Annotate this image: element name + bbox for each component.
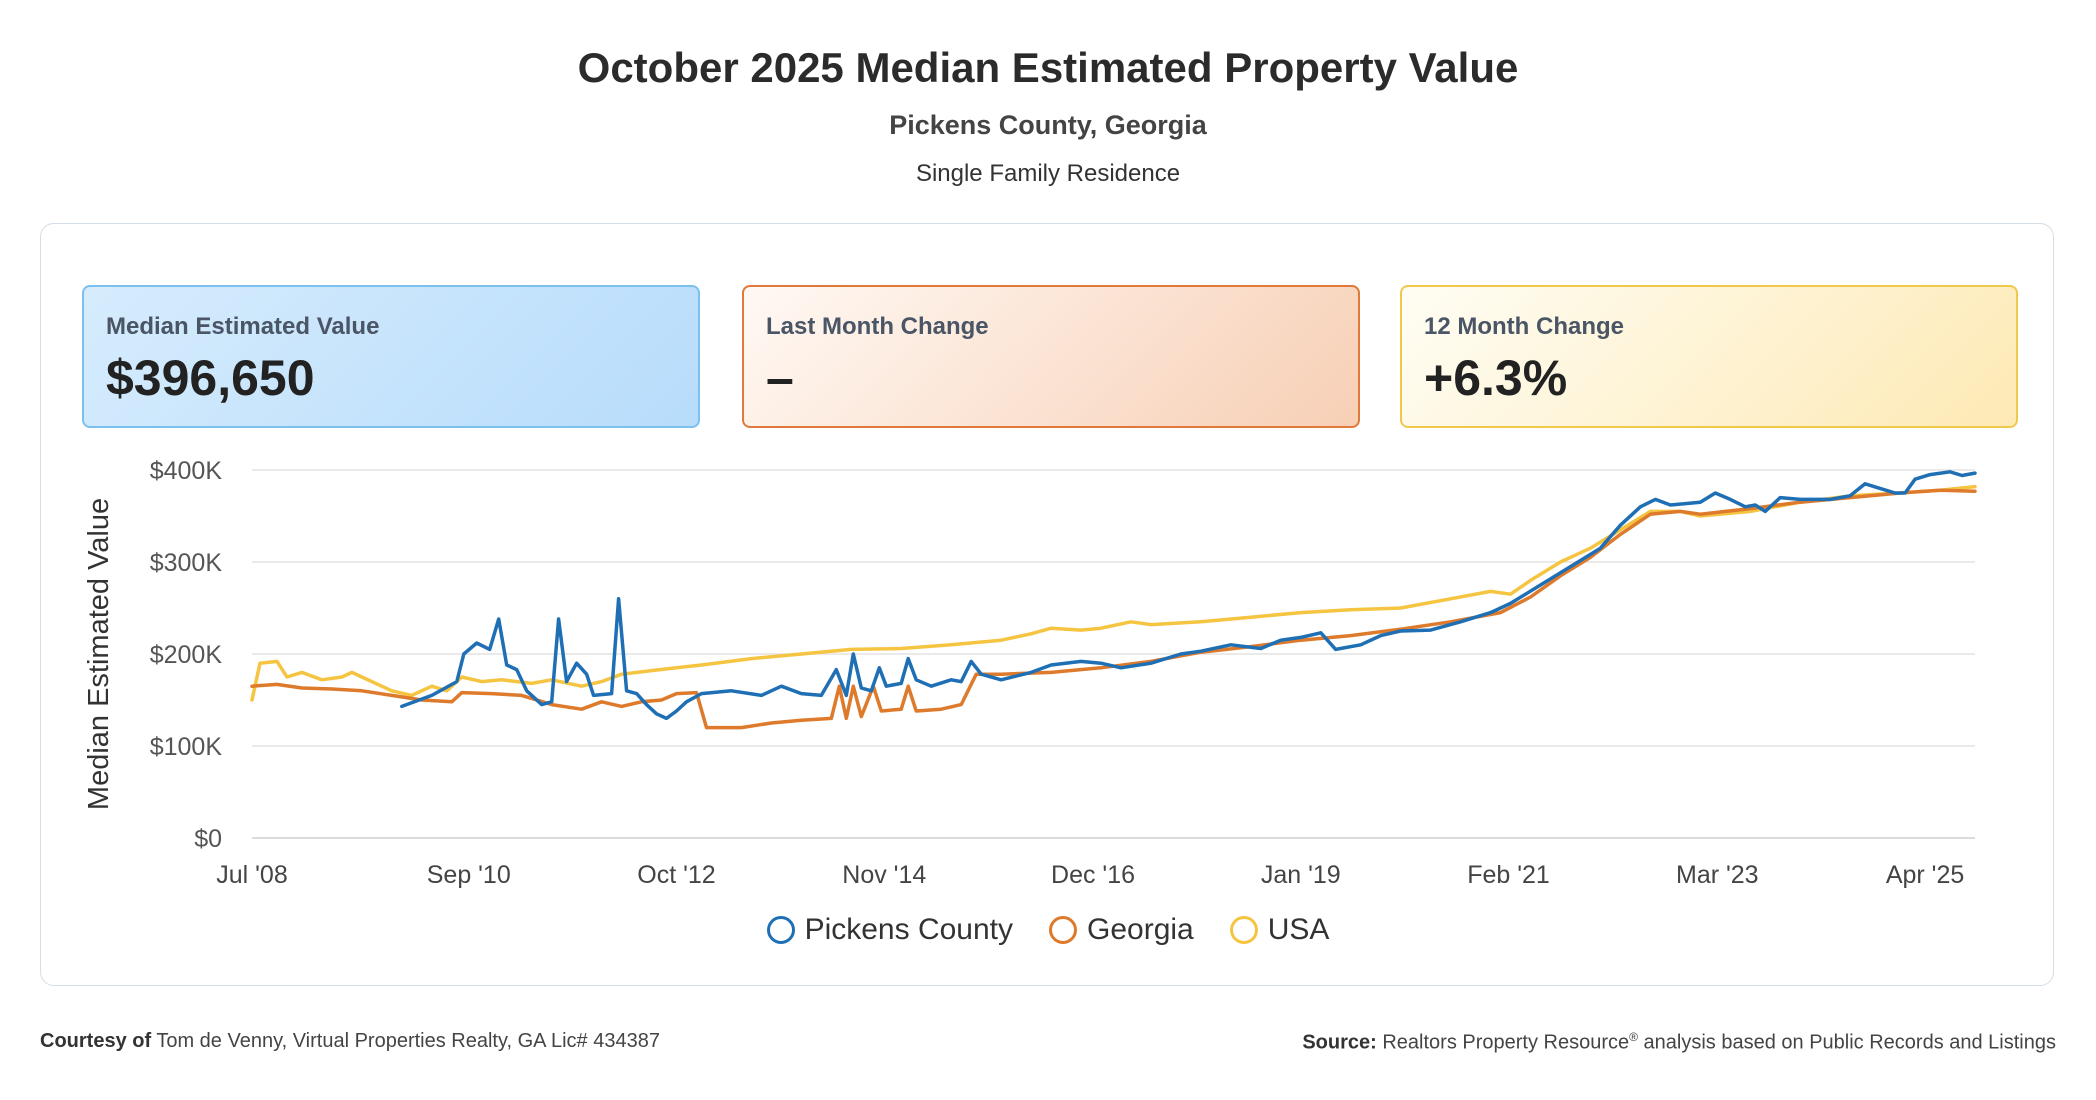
x-tick-label: Nov '14 — [842, 861, 926, 889]
x-tick-label: Apr '25 — [1886, 861, 1964, 889]
legend-swatch-georgia — [1049, 916, 1077, 944]
x-tick-label: Mar '23 — [1676, 861, 1759, 889]
x-tick-label: Jan '19 — [1261, 861, 1341, 889]
series-line-georgia — [250, 488, 1977, 730]
x-tick-label: Oct '12 — [637, 861, 715, 889]
chart-panel — [40, 223, 2054, 986]
courtesy-label: Courtesy of — [40, 1030, 152, 1052]
x-tick-label: Sep '10 — [427, 861, 511, 889]
x-tick-label: Jul '08 — [216, 861, 287, 889]
source-text-2: analysis based on Public Records and Lis… — [1637, 1031, 2056, 1054]
y-tick-label: $400K — [150, 457, 223, 485]
y-tick-label: $300K — [150, 549, 223, 577]
twelve-month-change-card: 12 Month Change +6.3% — [1400, 285, 2018, 428]
legend-swatch-pickens-county — [766, 916, 795, 944]
location-subtitle: Pickens County, Georgia — [889, 110, 1207, 140]
y-tick-label: $0 — [194, 825, 222, 853]
x-tick-label: Feb '21 — [1467, 861, 1550, 889]
legend-item-usa[interactable]: USA — [1229, 913, 1330, 947]
legend-label-pickens-county: Pickens County — [804, 913, 1013, 946]
page-title: October 2025 Median Estimated Property V… — [577, 44, 1519, 91]
source-footer: Source: Realtors Property Resource® anal… — [1302, 1030, 2056, 1055]
legend-swatch-usa — [1229, 916, 1258, 944]
property-type-label: Single Family Residence — [915, 160, 1181, 187]
median-value: $396,650 — [106, 350, 315, 406]
courtesy-text: Tom de Venny, Virtual Properties Realty,… — [156, 1030, 660, 1052]
series-line-pickens-county — [400, 470, 1977, 721]
y-axis-title: Median Estimated Value — [83, 498, 115, 810]
x-tick-label: Dec '16 — [1051, 861, 1135, 889]
last-month-change-value: – — [766, 350, 794, 406]
twelve-month-change-label: 12 Month Change — [1424, 313, 1625, 340]
twelve-month-change-value: +6.3% — [1424, 350, 1568, 406]
legend-item-georgia[interactable]: Georgia — [1049, 913, 1194, 947]
chart-legend: Pickens County Georgia USA — [0, 913, 2096, 947]
legend-label-georgia: Georgia — [1087, 913, 1194, 946]
legend-label-usa: USA — [1267, 913, 1330, 946]
source-label: Source: — [1302, 1031, 1377, 1054]
y-tick-label: $100K — [150, 733, 223, 761]
median-value-label: Median Estimated Value — [106, 313, 380, 340]
legend-item-pickens-county[interactable]: Pickens County — [766, 913, 1013, 947]
last-month-change-card: Last Month Change – — [742, 285, 1360, 428]
registered-mark: ® — [1629, 1030, 1638, 1044]
last-month-change-label: Last Month Change — [766, 313, 989, 340]
median-value-card: Median Estimated Value $396,650 — [82, 285, 700, 428]
courtesy-footer: Courtesy of Tom de Venny, Virtual Proper… — [40, 1030, 660, 1053]
y-tick-label: $200K — [150, 641, 223, 669]
source-text-1: Realtors Property Resource — [1382, 1031, 1630, 1054]
